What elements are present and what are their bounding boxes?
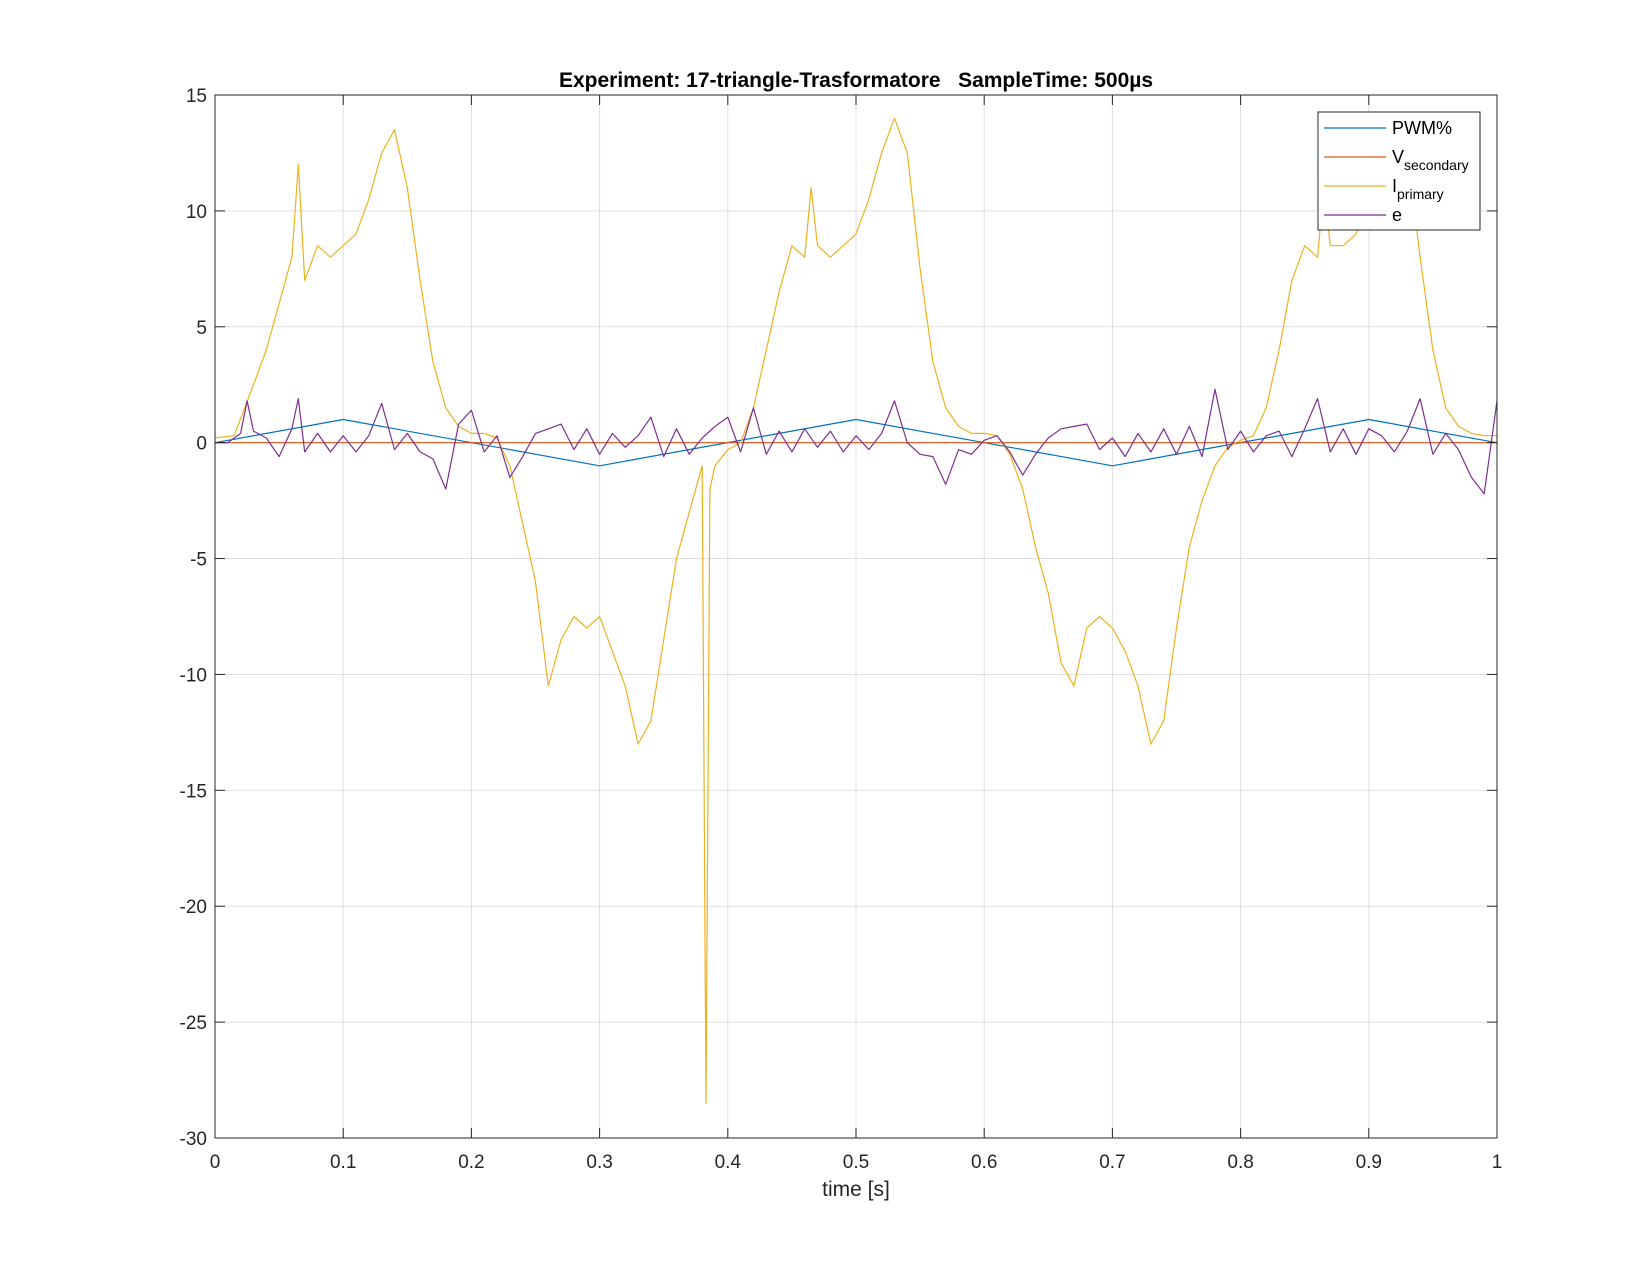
y-tick-label: 15 [186,86,207,107]
x-tick-label: 1 [1492,1152,1503,1173]
x-tick-label: 0 [210,1152,221,1173]
legend-entry-label: e [1392,205,1402,225]
x-tick-label: 0.6 [971,1152,997,1173]
series-line-i-primary [214,117,1497,1104]
y-tick-label: 10 [186,202,207,223]
y-tick-label: 0 [196,434,207,455]
x-tick-label: 0.5 [843,1152,869,1173]
x-axis-label: time [s] [822,1178,890,1201]
x-tick-label: 0.4 [715,1152,742,1173]
legend-entry-main: PWM% [1392,118,1452,138]
x-tick-label: 0.1 [330,1152,356,1173]
y-tick-label: 5 [196,318,207,339]
legend-entry-main: V [1392,147,1404,167]
x-tick-label: 0.2 [458,1152,484,1173]
legend-entry-label: PWM% [1392,118,1452,138]
legend-entry-subscript: secondary [1404,157,1469,173]
y-tick-label: -5 [190,550,207,571]
legend-entry-main: I [1392,176,1397,196]
series-line-e [215,388,1498,495]
x-tick-label: 0.8 [1227,1152,1253,1173]
y-tick-label: -20 [180,897,207,918]
chart-title: Experiment: 17-triangle-Trasformatore Sa… [559,69,1153,92]
legend-box [1317,111,1481,231]
y-tick-label: -15 [180,781,207,802]
y-tick-label: -10 [180,665,207,686]
legend-entry-label: Iprimary [1392,176,1444,202]
data-series [214,117,1498,1104]
legend-entry-main: e [1392,205,1402,225]
legend-entry-label: Vsecondary [1392,147,1469,173]
y-tick-label: -30 [180,1129,207,1150]
x-tick-label: 0.7 [1099,1152,1125,1173]
series-line-pwm [214,418,1498,467]
x-tick-label: 0.3 [586,1152,612,1173]
legend: PWM% Vsecondary Iprimary e [1317,111,1481,231]
axis-ticks: 0 0.1 0.2 0.3 0.4 0.5 0.6 0.7 0.8 0.9 1 15 10 5 0 -5 -10… [180,86,1503,1173]
legend-entry-subscript: primary [1397,186,1444,202]
x-tick-label: 0.9 [1356,1152,1382,1173]
y-tick-label: -25 [180,1013,207,1034]
